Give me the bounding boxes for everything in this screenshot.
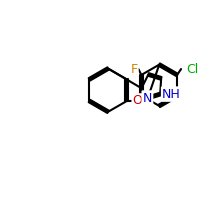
Text: NH: NH bbox=[162, 88, 181, 101]
Text: O: O bbox=[133, 94, 143, 107]
Text: Cl: Cl bbox=[186, 63, 198, 76]
Text: F: F bbox=[130, 63, 137, 76]
Text: N: N bbox=[143, 92, 152, 105]
